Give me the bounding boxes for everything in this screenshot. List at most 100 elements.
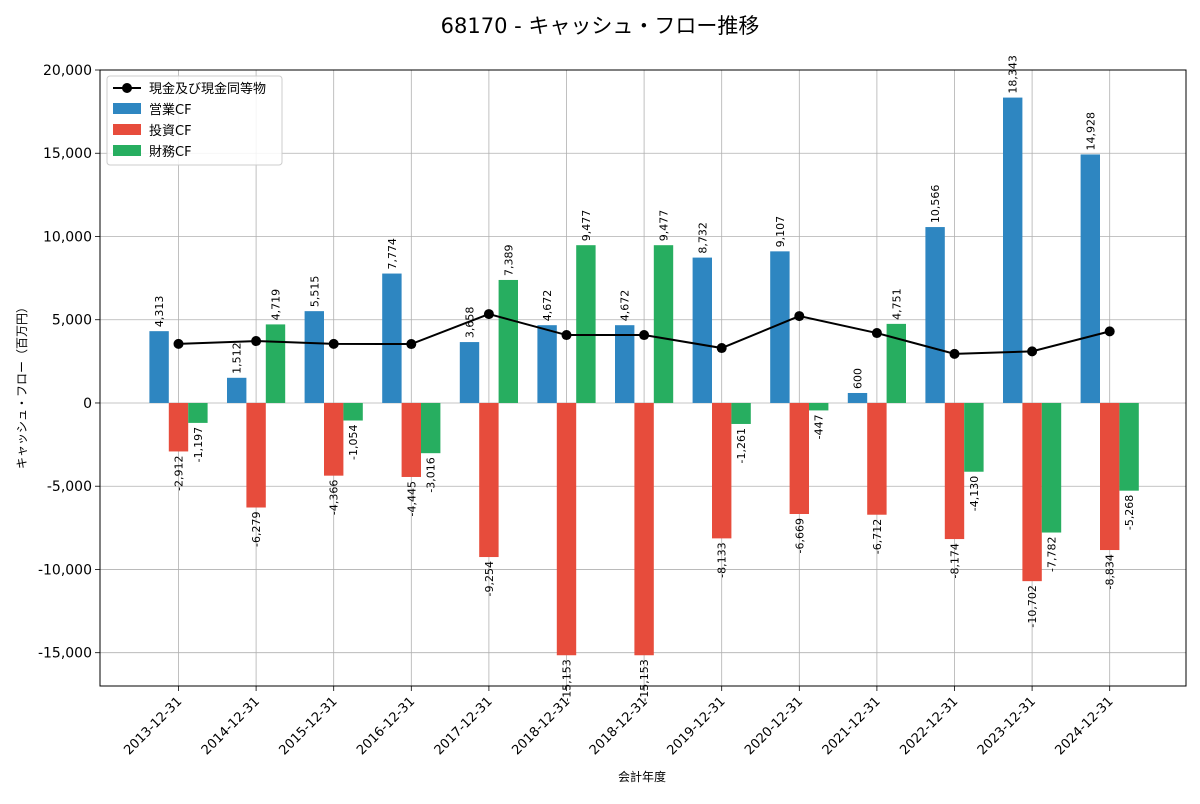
bar-value-label: -4,130: [968, 476, 981, 511]
bar-value-label: 14,928: [1084, 112, 1097, 151]
cash-equivalents-point: [173, 338, 184, 349]
bar-value-label: -5,268: [1123, 495, 1136, 530]
bar-value-label: -7,782: [1046, 537, 1059, 572]
bar-投資CF: [712, 402, 732, 539]
bar-財務CF: [886, 323, 906, 403]
x-tick-label: 2018-12-31: [509, 694, 573, 758]
chart-title: 68170 - キャッシュ・フロー推移: [441, 14, 760, 38]
bar-営業CF: [1003, 97, 1023, 403]
bar-投資CF: [634, 402, 654, 656]
bar-財務CF: [1119, 402, 1139, 491]
x-tick-label: 2013-12-31: [121, 694, 185, 758]
y-tick-label: 0: [83, 396, 92, 412]
x-tick-label: 2018-12-31: [587, 694, 651, 758]
cash-equivalents-point: [1104, 326, 1115, 337]
y-tick-label: 15,000: [43, 146, 92, 162]
bar-value-label: 9,107: [774, 216, 787, 248]
bar-value-label: 4,719: [270, 289, 283, 321]
bar-投資CF: [1100, 402, 1120, 551]
bar-投資CF: [168, 402, 189, 452]
cash-equivalents-point: [794, 311, 805, 322]
bar-value-label: 9,477: [658, 210, 671, 242]
bar-財務CF: [265, 324, 286, 403]
cash-equivalents-point: [716, 343, 727, 354]
legend-swatch: [113, 124, 141, 135]
bar-財務CF: [498, 279, 518, 403]
bar-財務CF: [188, 402, 208, 423]
x-tick-label: 2019-12-31: [664, 694, 728, 758]
bar-value-label: -15,153: [561, 659, 574, 701]
bar-value-label: 18,343: [1007, 55, 1020, 93]
bar-営業CF: [925, 227, 945, 403]
x-tick-label: 2017-12-31: [432, 694, 496, 758]
bar-営業CF: [382, 273, 402, 403]
bar-value-label: 7,774: [386, 238, 399, 270]
x-tick-label: 2022-12-31: [897, 694, 961, 758]
bar-value-label: 600: [852, 368, 865, 389]
bar-value-label: 3,658: [464, 307, 477, 339]
bar-投資CF: [944, 402, 965, 540]
bar-財務CF: [576, 245, 596, 403]
bar-営業CF: [304, 311, 324, 403]
bar-value-label: -2,912: [173, 455, 186, 490]
bar-営業CF: [615, 325, 635, 403]
bar-value-label: 4,313: [153, 296, 166, 328]
bar-財務CF: [653, 245, 674, 403]
y-tick-label: 20,000: [43, 63, 92, 79]
bar-投資CF: [479, 402, 499, 558]
bar-投資CF: [324, 402, 344, 476]
x-tick-label: 2021-12-31: [820, 694, 884, 758]
bar-value-label: -8,133: [716, 542, 729, 577]
cash-equivalents-point: [328, 338, 339, 349]
y-tick-label: 10,000: [43, 229, 92, 245]
bar-value-label: -6,669: [793, 518, 806, 553]
plot-frame: [99, 69, 1187, 687]
bar-value-label: -9,254: [483, 561, 496, 596]
bar-value-label: 8,732: [696, 222, 709, 254]
x-tick-label: 2016-12-31: [354, 694, 418, 758]
bar-value-label: -4,366: [328, 480, 341, 515]
bar-財務CF: [421, 402, 441, 454]
bar-営業CF: [227, 377, 247, 403]
x-tick-label: 2020-12-31: [742, 694, 806, 758]
bar-value-label: 1,512: [231, 342, 244, 374]
bar-value-label: -6,279: [250, 512, 263, 547]
y-tick-label: -15,000: [38, 646, 92, 662]
legend-label: 現金及び現金同等物: [149, 81, 266, 97]
line-layer: [173, 309, 1115, 359]
legend-swatch: [113, 145, 141, 156]
legend-box: [106, 75, 283, 166]
cash-equivalents-point: [639, 330, 650, 341]
bar-財務CF: [964, 402, 984, 472]
bar-営業CF: [847, 392, 868, 403]
bar-value-label: -8,834: [1104, 554, 1117, 589]
bar-value-label: -1,261: [735, 428, 748, 463]
x-tick-label: 2015-12-31: [276, 694, 340, 758]
bar-投資CF: [867, 402, 887, 515]
bar-投資CF: [1022, 402, 1042, 582]
bar-value-label: -6,712: [871, 519, 884, 554]
legend-label: 財務CF: [149, 145, 192, 160]
x-tick-label: 2023-12-31: [975, 694, 1039, 758]
bar-value-label: 10,566: [929, 185, 942, 224]
x-tick-label: 2014-12-31: [199, 694, 263, 758]
bar-営業CF: [459, 342, 480, 403]
bar-営業CF: [692, 257, 712, 403]
cash-equivalents-point: [483, 309, 494, 320]
bar-value-label: -15,153: [638, 659, 651, 701]
y-axis-label: キャッシュ・フロー（百万円）: [15, 301, 29, 469]
bars-layer: [149, 97, 1139, 656]
data-labels-layer: 4,313 1,512 5,515 7,774 3,658 4,672 4,672 8,732…: [153, 55, 1136, 702]
y-tick-label: -10,000: [38, 562, 92, 578]
bar-投資CF: [789, 402, 809, 515]
bar-value-label: 5,515: [308, 276, 321, 308]
bar-営業CF: [149, 331, 169, 403]
cash-equivalents-point: [871, 328, 882, 339]
bar-財務CF: [343, 402, 363, 421]
cash-equivalents-point: [1027, 346, 1038, 357]
bar-営業CF: [537, 325, 557, 403]
bar-value-label: -3,016: [425, 457, 438, 492]
